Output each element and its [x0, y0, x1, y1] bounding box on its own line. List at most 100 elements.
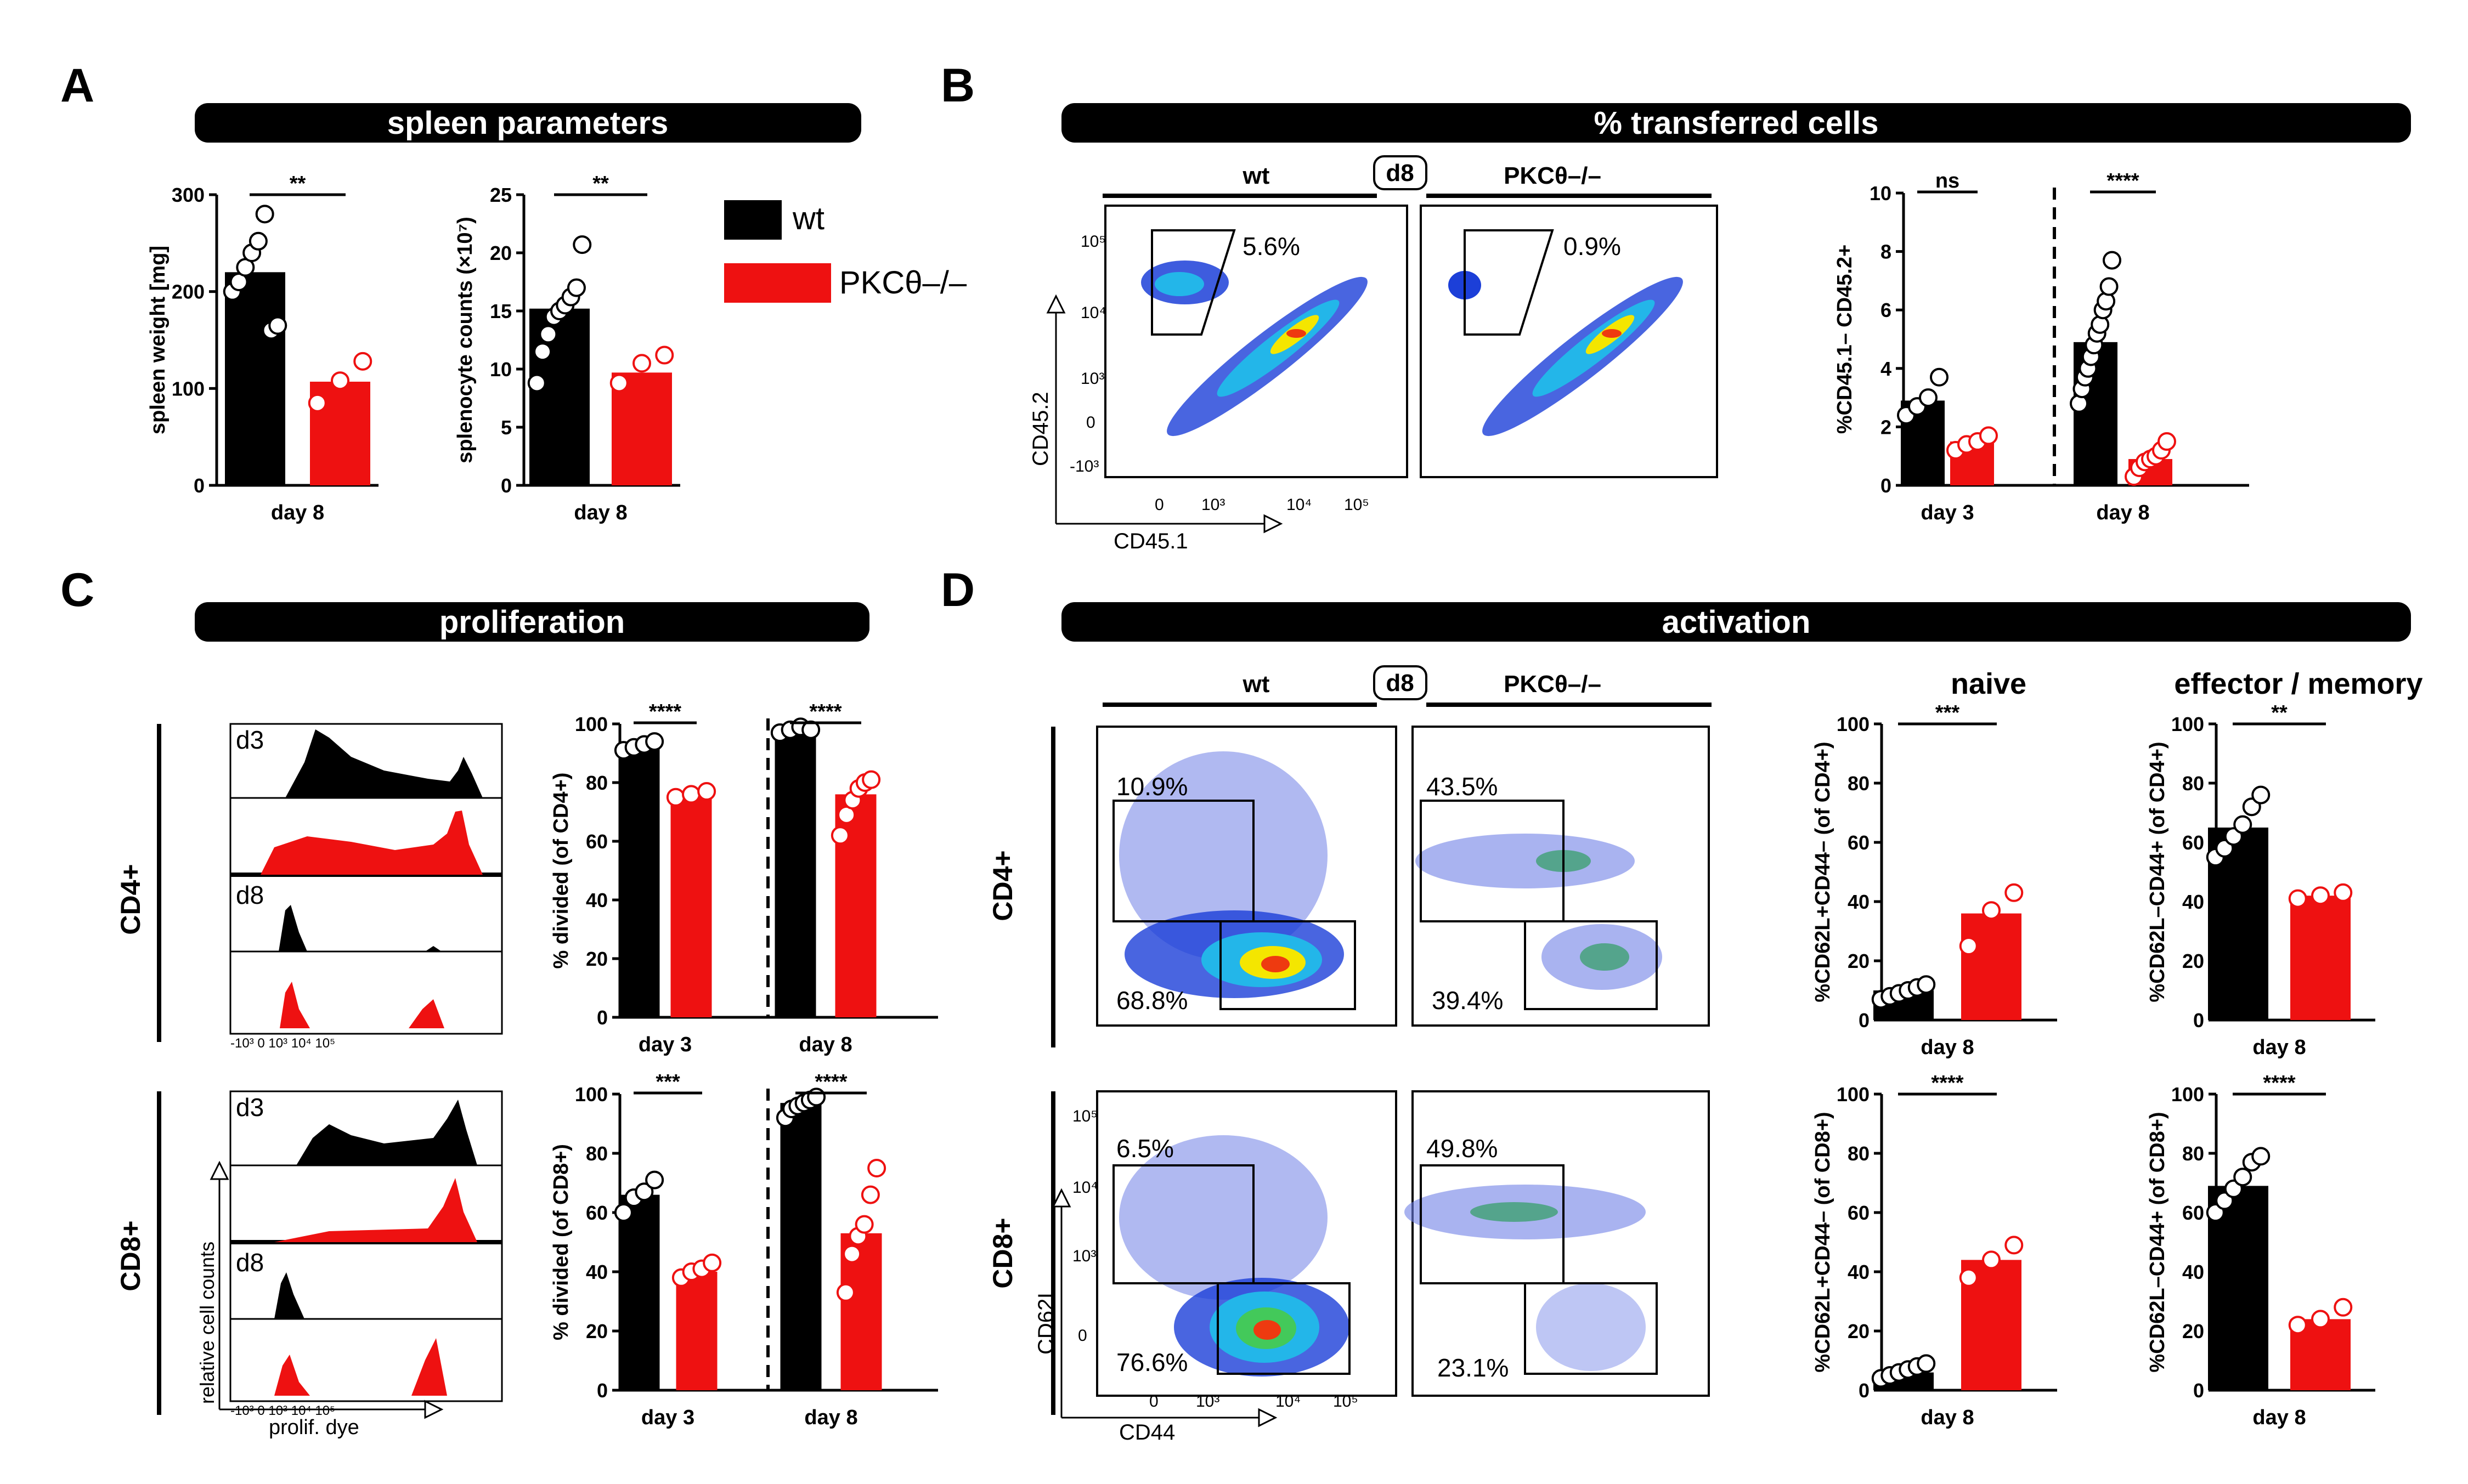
flow-d-xtick-1e5: 10⁵ [1333, 1392, 1358, 1411]
data-point [1959, 1268, 1978, 1287]
bar-ko [676, 1272, 718, 1390]
flow-b-col-ko: PKCθ–/– [1504, 162, 1601, 189]
y-tick-label: 0 [1859, 1009, 1870, 1032]
flow-b-xtick-1e3: 10³ [1201, 496, 1225, 514]
y-tick-label: 40 [2182, 891, 2204, 913]
legend-label-wt: wt [792, 201, 824, 236]
flow-d-xlabel: CD44 [1119, 1420, 1175, 1445]
y-tick-label: 80 [2182, 772, 2204, 795]
data-point [2334, 883, 2353, 902]
significance-label: **** [2106, 169, 2139, 192]
data-point [609, 373, 629, 393]
y-tick-label: 10 [490, 358, 512, 381]
y-tick-label: 10 [1870, 182, 1891, 205]
flow-b-xlabel: CD45.1 [1114, 529, 1188, 553]
y-tick-label: 25 [490, 184, 512, 206]
data-point [539, 325, 558, 344]
data-point [2288, 1316, 2307, 1335]
y-tick-label: 15 [490, 300, 512, 322]
data-point [308, 393, 327, 412]
y-tick-label: 0 [194, 474, 205, 497]
flow-d-col-wt: wt [1243, 671, 1270, 698]
data-point [353, 352, 372, 371]
flow-b-ytick-0: 0 [1086, 414, 1095, 432]
data-point [331, 371, 349, 390]
y-tick-label: 20 [586, 948, 608, 970]
y-axis-label: % divided (of CD8+) [550, 1144, 573, 1340]
data-point [2311, 1310, 2330, 1329]
y-tick-label: 20 [1848, 950, 1870, 972]
y-axis-label: % divided (of CD4+) [550, 773, 573, 969]
data-point [861, 1185, 880, 1204]
flow-b-wt-plot: 5.6% [1104, 205, 1408, 478]
data-point [2004, 883, 2024, 902]
banner-d-title: activation [1662, 604, 1811, 640]
y-tick-label: 60 [1848, 831, 1870, 854]
data-point [682, 785, 701, 804]
hist-row-cd8: CD8+ [115, 1220, 146, 1291]
x-category-label: day 8 [2096, 501, 2149, 524]
y-axis-label: %CD62L+CD44– (of CD4+) [1811, 741, 1834, 1002]
y-axis-label: %CD62L–CD44+ (of CD8+) [2146, 1112, 2169, 1372]
chart-a1: 0 100 200 300 spleen weight [mg] ** day 8 [146, 172, 379, 524]
y-tick-label: 100 [2171, 713, 2204, 735]
banner-a-title: spleen parameters [387, 105, 669, 141]
significance-label: **** [815, 1070, 847, 1094]
flow-b-col-wt: wt [1243, 162, 1270, 189]
histogram-cd4: CD4+ d3 d8 -10³ 0 10³ 10⁴ 10⁵ [115, 723, 503, 1051]
data-point [2004, 1236, 2024, 1255]
chart-b: 0 2 4 6 8 10 %CD45.1– CD45.2+ ns day 3 **** day 8 [1833, 169, 2249, 524]
flow-b-xtick-1e4: 10⁴ [1286, 496, 1312, 514]
flow-b-ytick-1e5: 10⁵ [1081, 233, 1106, 251]
y-tick-label: 4 [1880, 358, 1891, 380]
flow-b-wt-percent: 5.6% [1243, 232, 1300, 260]
y-tick-label: 40 [586, 889, 608, 911]
chart-d3: 0 20 40 60 80 100%CD62L+CD44– (of CD8+) **** da… [1811, 1072, 2057, 1429]
flow-d-cd4-wt: 10.9% 68.8% [1096, 726, 1397, 1027]
data-point [645, 732, 664, 751]
y-tick-label: 60 [2182, 1202, 2204, 1224]
flow-d-ylabel: CD62L [1034, 1286, 1058, 1355]
y-tick-label: 40 [1848, 891, 1870, 913]
flow-d-col-ko: PKCθ–/– [1504, 671, 1601, 698]
y-tick-label: 0 [597, 1379, 608, 1402]
bar-wt [618, 747, 660, 1017]
flow-d-header: wt d8 PKCθ–/– CD4+ CD8+ [987, 665, 1712, 1415]
y-tick-label: 100 [575, 1083, 608, 1106]
data-point [2099, 277, 2119, 296]
histogram-cd8: CD8+ d3 d8 relative cell counts prolif. … [115, 1090, 503, 1439]
hist-cd8-xticks: -10³ 0 10³ 10⁴ 10⁵ [230, 1403, 335, 1418]
y-tick-label: 20 [586, 1320, 608, 1343]
x-category-label: day 8 [271, 501, 324, 524]
x-category-label: day 3 [639, 1033, 692, 1056]
y-tick-label: 20 [2182, 1320, 2204, 1343]
data-point [1917, 975, 1936, 994]
legend-swatch-ko [724, 263, 831, 303]
flow-d-xtick-1e4: 10⁴ [1275, 1392, 1301, 1411]
data-point [268, 316, 287, 335]
y-tick-label: 0 [1880, 474, 1891, 497]
y-tick-label: 60 [586, 830, 608, 853]
flow-d-xtick-1e3: 10³ [1196, 1392, 1219, 1411]
y-tick-label: 60 [586, 1202, 608, 1224]
flow-d-cd4-ko-bot: 39.4% [1432, 986, 1503, 1015]
bar-ko [1961, 913, 2021, 1020]
y-axis-label: spleen weight [mg] [146, 246, 170, 434]
flow-d-axes: CD62L CD44 10⁵ 10⁴ 10³ 0 0 10³ 10⁴ 10⁵ [1034, 1107, 1358, 1445]
y-tick-label: 300 [172, 184, 205, 206]
data-point [697, 782, 716, 801]
data-point [867, 1159, 886, 1177]
flow-b-ko-plot: 0.9% [1420, 205, 1718, 478]
flow-d-cd8-wt-top: 6.5% [1116, 1134, 1174, 1163]
significance-label: **** [809, 700, 842, 723]
flow-d-cd4-ko: 43.5% 39.4% [1411, 726, 1710, 1027]
x-category-label: day 8 [804, 1406, 857, 1429]
data-point [1959, 937, 1978, 955]
flow-d-row-cd4: CD4+ [987, 850, 1018, 921]
data-point [255, 205, 274, 224]
y-tick-label: 80 [586, 772, 608, 794]
significance-label: ** [290, 172, 306, 195]
y-tick-label: 100 [2171, 1083, 2204, 1106]
data-point [655, 345, 674, 365]
data-point [855, 1215, 874, 1234]
